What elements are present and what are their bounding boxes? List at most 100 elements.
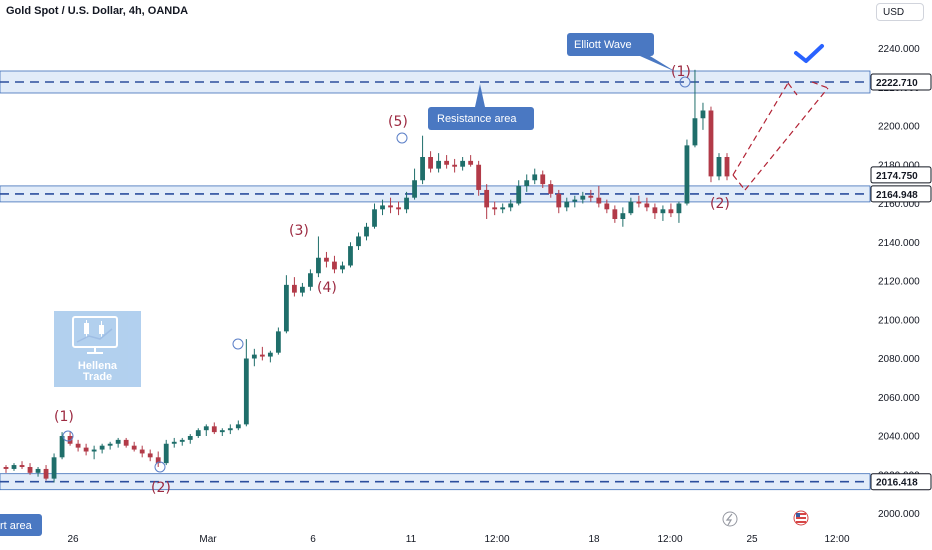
candle[interactable] bbox=[259, 346, 265, 361]
candle[interactable] bbox=[556, 189, 562, 214]
candle[interactable] bbox=[59, 432, 65, 460]
candle[interactable] bbox=[155, 451, 161, 468]
candle[interactable] bbox=[516, 180, 522, 206]
candle[interactable] bbox=[420, 135, 425, 185]
candle[interactable] bbox=[540, 170, 546, 188]
candle[interactable] bbox=[275, 327, 281, 355]
candle[interactable] bbox=[75, 439, 81, 452]
candle[interactable] bbox=[596, 186, 602, 208]
candle[interactable] bbox=[388, 197, 393, 214]
candle[interactable] bbox=[476, 160, 482, 196]
candle[interactable] bbox=[620, 207, 626, 227]
candle[interactable] bbox=[219, 428, 225, 436]
candle[interactable] bbox=[316, 236, 321, 278]
candle[interactable] bbox=[340, 261, 345, 274]
candle[interactable] bbox=[412, 168, 417, 200]
candle[interactable] bbox=[660, 205, 666, 221]
candle[interactable] bbox=[460, 157, 466, 171]
candle[interactable] bbox=[67, 432, 73, 446]
candle[interactable] bbox=[692, 69, 698, 148]
candle[interactable] bbox=[300, 282, 305, 297]
candle[interactable] bbox=[91, 445, 97, 460]
candle[interactable] bbox=[636, 195, 642, 208]
candle[interactable] bbox=[187, 434, 193, 444]
candle[interactable] bbox=[356, 232, 361, 250]
candle[interactable] bbox=[99, 443, 105, 454]
price-axis[interactable]: 2240.0002220.0002200.0002180.0002160.000… bbox=[878, 44, 920, 520]
candle[interactable] bbox=[444, 155, 450, 169]
candle[interactable] bbox=[292, 277, 297, 297]
candle[interactable] bbox=[243, 339, 249, 427]
candle[interactable] bbox=[211, 422, 217, 435]
candle[interactable] bbox=[436, 153, 441, 173]
candle[interactable] bbox=[644, 197, 650, 212]
candle[interactable] bbox=[147, 449, 153, 462]
candle[interactable] bbox=[348, 242, 353, 268]
resistance-area-callout[interactable]: Resistance area bbox=[428, 84, 534, 130]
candle[interactable] bbox=[572, 195, 578, 208]
candle[interactable] bbox=[372, 203, 377, 229]
time-axis[interactable]: 26 Mar 6 11 12:00 18 12:00 25 12:00 bbox=[67, 534, 850, 545]
candle[interactable] bbox=[724, 153, 730, 181]
candle[interactable] bbox=[308, 269, 313, 291]
candle[interactable] bbox=[452, 158, 458, 173]
candle[interactable] bbox=[508, 199, 514, 212]
support-area-callout[interactable]: rt area bbox=[0, 514, 42, 536]
candle[interactable] bbox=[396, 201, 401, 216]
candle[interactable] bbox=[492, 201, 498, 216]
candle[interactable] bbox=[139, 445, 145, 458]
candle[interactable] bbox=[11, 463, 17, 471]
candle[interactable] bbox=[612, 205, 618, 223]
candle[interactable] bbox=[51, 453, 57, 483]
candle[interactable] bbox=[532, 168, 538, 185]
candle[interactable] bbox=[652, 203, 658, 220]
lightning-icon[interactable] bbox=[722, 511, 738, 527]
candle[interactable] bbox=[716, 153, 722, 181]
candle[interactable] bbox=[203, 424, 209, 436]
candle[interactable] bbox=[484, 184, 490, 219]
candle[interactable] bbox=[524, 174, 530, 192]
candle[interactable] bbox=[676, 201, 682, 223]
candle[interactable] bbox=[684, 139, 690, 206]
candle[interactable] bbox=[107, 441, 113, 450]
candle[interactable] bbox=[324, 251, 329, 268]
candle[interactable] bbox=[123, 437, 129, 448]
us-flag-icon[interactable] bbox=[793, 510, 809, 526]
candle[interactable] bbox=[171, 437, 177, 448]
candle[interactable] bbox=[364, 222, 369, 241]
candle[interactable] bbox=[604, 199, 610, 214]
candle[interactable] bbox=[251, 348, 257, 367]
candle[interactable] bbox=[404, 191, 409, 214]
candle[interactable] bbox=[668, 203, 674, 218]
candle[interactable] bbox=[588, 189, 594, 202]
candle[interactable] bbox=[195, 428, 201, 438]
candle[interactable] bbox=[83, 443, 89, 456]
candle[interactable] bbox=[179, 437, 185, 446]
candle[interactable] bbox=[468, 155, 474, 167]
currency-selector[interactable]: USD bbox=[876, 3, 924, 21]
candle[interactable] bbox=[700, 102, 706, 130]
candle[interactable] bbox=[235, 420, 241, 431]
candle[interactable] bbox=[564, 197, 570, 212]
candle[interactable] bbox=[163, 439, 169, 466]
candle[interactable] bbox=[267, 350, 273, 363]
candle[interactable] bbox=[500, 203, 506, 214]
candle[interactable] bbox=[27, 463, 33, 475]
candle[interactable] bbox=[283, 275, 289, 334]
candle[interactable] bbox=[131, 441, 137, 452]
candle[interactable] bbox=[708, 106, 714, 183]
candle[interactable] bbox=[19, 461, 25, 469]
candle[interactable] bbox=[115, 437, 121, 448]
elliott-wave-callout[interactable]: Elliott Wave bbox=[567, 33, 676, 72]
candle[interactable] bbox=[332, 255, 337, 274]
candle[interactable] bbox=[628, 197, 634, 216]
candle[interactable] bbox=[428, 151, 433, 173]
candle[interactable] bbox=[35, 467, 41, 477]
candle[interactable] bbox=[548, 180, 554, 198]
candle[interactable] bbox=[43, 465, 49, 481]
candle[interactable] bbox=[3, 465, 9, 473]
candle[interactable] bbox=[227, 424, 233, 435]
candle[interactable] bbox=[380, 199, 385, 216]
candle[interactable] bbox=[580, 191, 586, 204]
